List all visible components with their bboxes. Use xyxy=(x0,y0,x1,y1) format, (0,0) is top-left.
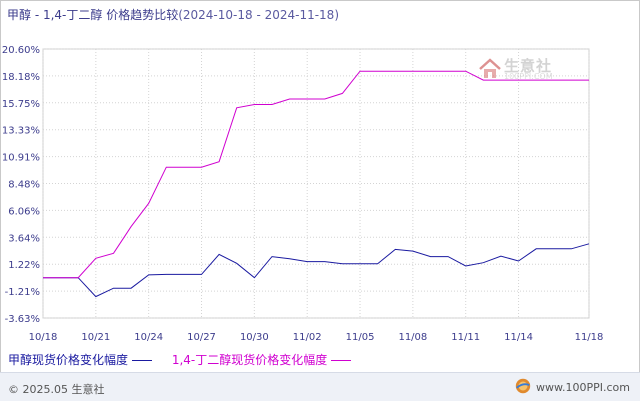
legend-swatch-series1 xyxy=(132,360,153,361)
y-tick-label: 18.18% xyxy=(2,72,40,83)
y-tick-label: 10.91% xyxy=(2,153,40,164)
footer-site-url[interactable]: www.100PPI.com xyxy=(536,381,630,394)
x-tick-label: 11/02 xyxy=(293,332,322,343)
chart-title: 甲醇 - 1,4-丁二醇 价格趋势比较(2024-10-18 - 2024-11… xyxy=(7,6,339,23)
y-tick-label: 1.22% xyxy=(8,260,40,271)
x-tick-label: 10/30 xyxy=(240,332,269,343)
chart-title-main: 甲醇 - 1,4-丁二醇 价格趋势比较 xyxy=(7,8,179,22)
legend-item-series2: 1,4-丁二醇现货价格变化幅度 xyxy=(171,351,352,368)
y-tick-label: 6.06% xyxy=(8,206,40,217)
y-tick-label: 8.48% xyxy=(8,180,40,191)
y-tick-label: -3.63% xyxy=(5,314,40,325)
x-tick-label: 10/24 xyxy=(134,332,163,343)
y-tick-label: -1.21% xyxy=(5,287,40,298)
series-line-2 xyxy=(43,70,589,279)
legend-item-series1: 甲醇现货价格变化幅度 xyxy=(8,351,153,368)
watermark-text: 生意社 xyxy=(504,57,553,75)
x-tick-label: 10/27 xyxy=(187,332,216,343)
x-tick-label: 10/21 xyxy=(81,332,110,343)
y-tick-label: 20.60% xyxy=(2,45,40,56)
series-line-1 xyxy=(43,243,590,298)
x-tick-label: 11/11 xyxy=(451,332,480,343)
x-tick-label: 11/08 xyxy=(398,332,427,343)
footer-copyright: © 2025.05 生意社 xyxy=(8,383,105,396)
x-tick-label: 10/18 xyxy=(29,332,58,343)
watermark-url: 100PPI.COM xyxy=(504,72,553,81)
globe-logo-icon xyxy=(515,378,531,394)
x-tick-label: 11/05 xyxy=(346,332,375,343)
legend-label-series2: 1,4-丁二醇现货价格变化幅度 xyxy=(171,353,328,367)
legend-swatch-series2 xyxy=(331,360,352,361)
y-tick-label: 3.64% xyxy=(8,233,40,244)
footer-site[interactable]: www.100PPI.com xyxy=(515,378,630,394)
legend-label-series1: 甲醇现货价格变化幅度 xyxy=(8,353,129,367)
x-tick-label: 11/18 xyxy=(575,332,604,343)
x-tick-label: 11/14 xyxy=(504,332,533,343)
chart-title-range: (2024-10-18 - 2024-11-18) xyxy=(178,8,340,22)
watermark: 生意社 100PPI.COM xyxy=(478,55,578,85)
house-logo-icon xyxy=(479,58,501,78)
legend: 甲醇现货价格变化幅度 1,4-丁二醇现货价格变化幅度 xyxy=(8,351,367,368)
y-tick-label: 15.75% xyxy=(2,99,40,110)
footer: © 2025.05 生意社 www.100PPI.com xyxy=(0,372,640,401)
y-tick-label: 13.33% xyxy=(2,126,40,137)
